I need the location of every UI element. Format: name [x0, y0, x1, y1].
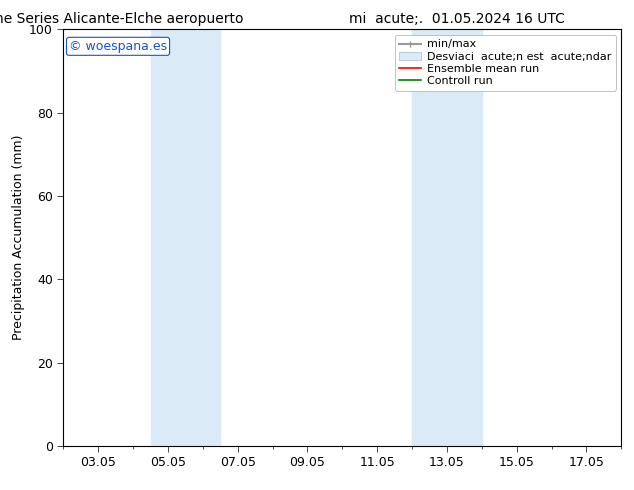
Text: ENS Time Series Alicante-Elche aeropuerto: ENS Time Series Alicante-Elche aeropuert… [0, 12, 244, 26]
Y-axis label: Precipitation Accumulation (mm): Precipitation Accumulation (mm) [12, 135, 25, 341]
Legend: min/max, Desviaci  acute;n est  acute;ndar, Ensemble mean run, Controll run: min/max, Desviaci acute;n est acute;ndar… [395, 35, 616, 91]
Text: © woespana.es: © woespana.es [69, 40, 167, 53]
Bar [150, 29, 221, 446]
Bar [412, 29, 482, 446]
Text: mi  acute;.  01.05.2024 16 UTC: mi acute;. 01.05.2024 16 UTC [349, 12, 564, 26]
